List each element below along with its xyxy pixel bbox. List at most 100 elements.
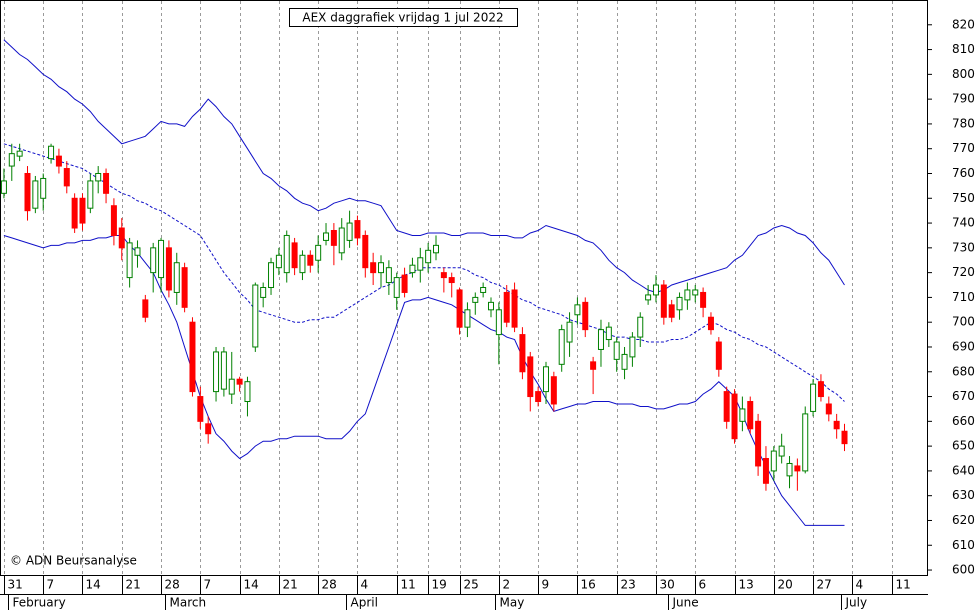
candle bbox=[755, 413, 762, 476]
candle-body bbox=[558, 329, 565, 365]
candle-body bbox=[393, 277, 400, 298]
candle bbox=[550, 371, 557, 412]
candle bbox=[87, 173, 94, 214]
candle bbox=[213, 346, 220, 402]
candle bbox=[668, 299, 675, 323]
candle bbox=[220, 346, 227, 397]
candle bbox=[707, 312, 714, 335]
candle-body bbox=[715, 341, 722, 370]
candle bbox=[110, 198, 117, 246]
candle-body bbox=[205, 423, 212, 435]
candle bbox=[511, 282, 518, 333]
candle bbox=[817, 374, 824, 402]
y-tick-label: 630 bbox=[952, 488, 975, 502]
candle bbox=[770, 446, 777, 481]
axes: 6006106206306406506606706806907007107207… bbox=[4, 17, 975, 610]
y-tick-label: 620 bbox=[952, 513, 975, 527]
candle-body bbox=[126, 242, 133, 279]
candle bbox=[660, 280, 667, 325]
y-tick-label: 700 bbox=[952, 315, 975, 329]
candle-body bbox=[495, 309, 502, 336]
candle bbox=[393, 272, 400, 310]
candle-body bbox=[472, 296, 479, 303]
x-tick-label: 28 bbox=[165, 578, 180, 592]
candle-body bbox=[95, 172, 102, 182]
candle bbox=[652, 275, 659, 303]
candle bbox=[786, 456, 793, 489]
candle bbox=[542, 361, 549, 404]
candle bbox=[370, 252, 377, 286]
y-tick-label: 810 bbox=[952, 42, 975, 56]
candle-body bbox=[739, 408, 746, 422]
x-tick-label: 27 bbox=[817, 578, 832, 592]
candle-body bbox=[440, 272, 447, 279]
month-label: February bbox=[13, 596, 66, 610]
candle bbox=[197, 386, 204, 429]
candle bbox=[582, 297, 589, 338]
candle bbox=[307, 250, 314, 273]
candle bbox=[597, 319, 604, 367]
candle-body bbox=[833, 420, 840, 430]
y-tick-label: 670 bbox=[952, 389, 975, 403]
candle-body bbox=[181, 267, 188, 308]
candle bbox=[676, 292, 683, 320]
candle bbox=[323, 223, 330, 246]
candle-body bbox=[118, 227, 125, 249]
band-middle bbox=[3, 143, 845, 402]
chart-title: AEX daggrafiek vrijdag 1 jul 2022 bbox=[302, 11, 503, 25]
candle-body bbox=[574, 304, 581, 316]
candle-body bbox=[762, 458, 769, 484]
candle-body bbox=[700, 291, 707, 308]
candle-body bbox=[189, 321, 196, 393]
candle-body bbox=[150, 247, 157, 274]
candle-body bbox=[707, 316, 714, 331]
candle bbox=[715, 337, 722, 377]
candle bbox=[527, 351, 534, 412]
candle-body bbox=[346, 222, 353, 241]
y-tick-label: 710 bbox=[952, 290, 975, 304]
x-tick-label: 20 bbox=[778, 578, 793, 592]
y-tick-label: 610 bbox=[952, 538, 975, 552]
candle-body bbox=[71, 197, 78, 229]
candle-body bbox=[629, 336, 636, 358]
x-tick-label: 21 bbox=[126, 578, 141, 592]
x-tick-label: 7 bbox=[47, 578, 55, 592]
candle-body bbox=[323, 232, 330, 241]
candle bbox=[205, 416, 212, 444]
candle bbox=[778, 433, 785, 464]
candle-body bbox=[582, 301, 589, 331]
candle-body bbox=[252, 284, 259, 348]
credit: © ADN Beursanalyse bbox=[10, 554, 137, 568]
candle-body bbox=[315, 244, 322, 261]
band-upper bbox=[3, 39, 845, 294]
y-tick-label: 760 bbox=[952, 166, 975, 180]
candle bbox=[487, 297, 494, 318]
candle-body bbox=[527, 356, 534, 398]
candle bbox=[637, 312, 644, 347]
x-tick-label: 30 bbox=[660, 578, 675, 592]
candle-body bbox=[684, 289, 691, 301]
candle-body bbox=[32, 180, 39, 209]
candle bbox=[605, 322, 612, 347]
y-tick-label: 690 bbox=[952, 339, 975, 353]
candle bbox=[731, 389, 738, 444]
y-tick-label: 720 bbox=[952, 265, 975, 279]
candle bbox=[16, 143, 23, 162]
x-tick-label: 23 bbox=[621, 578, 636, 592]
candle bbox=[315, 235, 322, 273]
x-tick-label: 14 bbox=[86, 578, 101, 592]
y-tick-label: 740 bbox=[952, 216, 975, 230]
y-tick-label: 660 bbox=[952, 414, 975, 428]
candle bbox=[260, 282, 267, 308]
candle-body bbox=[503, 291, 510, 323]
candle-body bbox=[511, 289, 518, 328]
y-tick-label: 600 bbox=[952, 563, 975, 577]
candle-body bbox=[550, 376, 557, 405]
x-tick-label: 31 bbox=[8, 578, 23, 592]
candle-body bbox=[692, 289, 699, 296]
candle-body bbox=[456, 289, 463, 328]
candle bbox=[613, 337, 620, 372]
candle bbox=[103, 168, 110, 204]
